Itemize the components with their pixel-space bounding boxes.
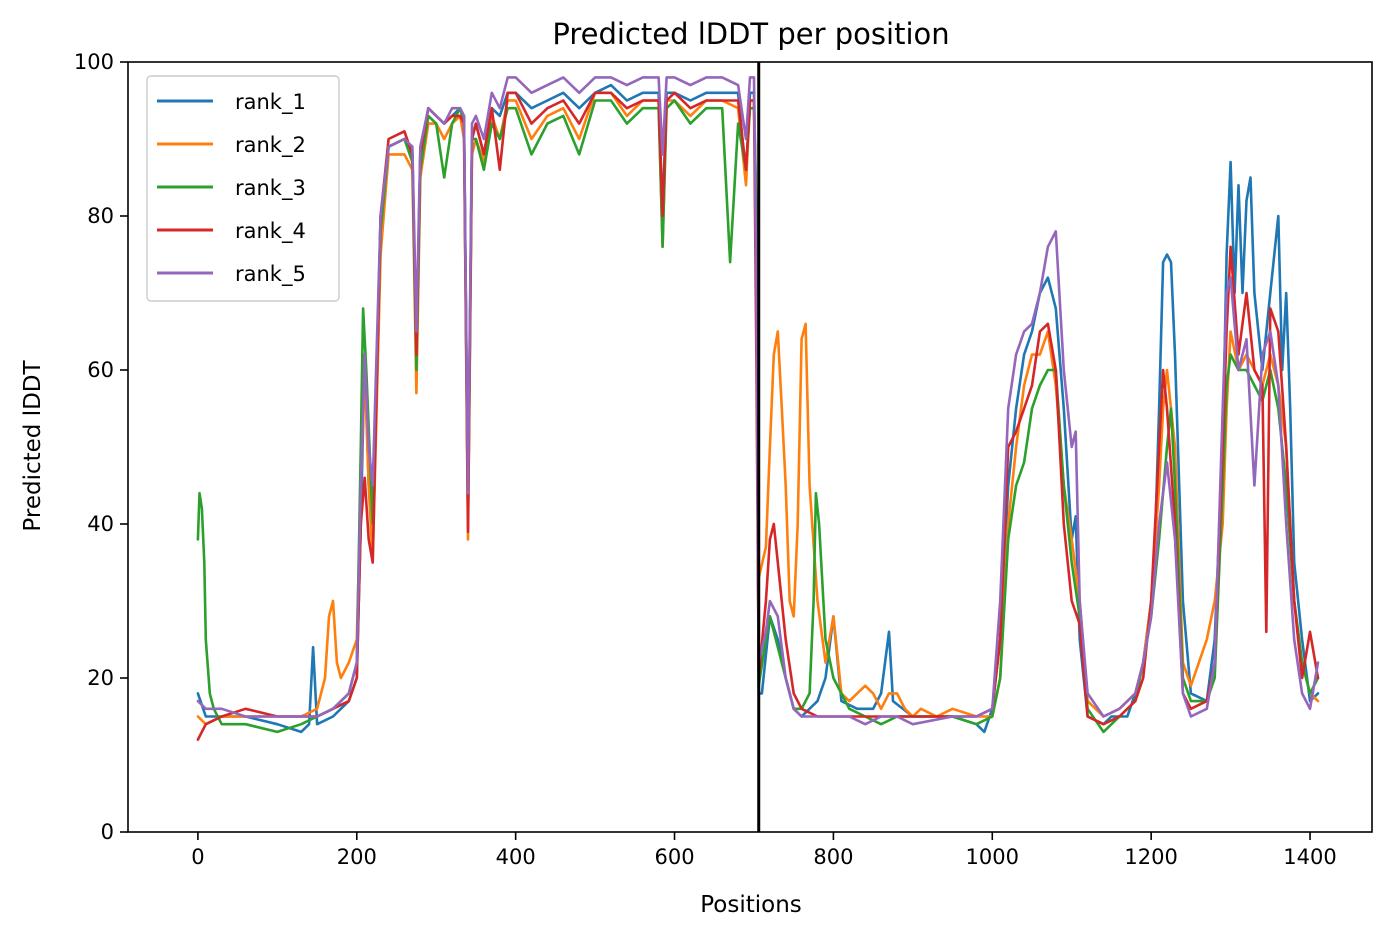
x-tick-label: 600 [654, 845, 694, 869]
series-line-rank-5 [196, 76, 1320, 726]
y-tick-label: 80 [87, 204, 114, 228]
x-tick-label: 1200 [1124, 845, 1177, 869]
x-tick-label: 800 [813, 845, 853, 869]
y-axis-label: Predicted lDDT [20, 359, 46, 531]
x-tick-label: 1400 [1283, 845, 1336, 869]
y-tick-label: 40 [87, 512, 114, 536]
axes-frame [127, 61, 1373, 833]
legend-label-rank-1: rank_1 [235, 90, 306, 115]
legend-box [146, 75, 340, 302]
y-tick-label: 20 [87, 666, 114, 690]
x-tick-label: 400 [496, 845, 536, 869]
y-tick-label: 60 [87, 358, 114, 382]
legend-label-rank-4: rank_4 [235, 219, 306, 244]
y-tick-label: 0 [101, 820, 114, 844]
y-tick-label: 100 [74, 50, 114, 74]
x-axis-label: Positions [700, 892, 802, 918]
legend-label-rank-3: rank_3 [235, 176, 306, 201]
legend-label-rank-5: rank_5 [235, 262, 306, 287]
axis-ticks: 0 200 400 600 800 1000 1200 1400 0 20 40 60 80 100 [74, 50, 1337, 869]
legend-label-rank-2: rank_2 [235, 133, 306, 158]
legend: rank_1 rank_2 rank_3 rank_4 rank_5 [146, 75, 340, 302]
x-tick-label: 1000 [966, 845, 1019, 869]
x-tick-label: 200 [337, 845, 377, 869]
chart-title: Predicted lDDT per position [552, 17, 949, 51]
x-tick-label: 0 [191, 845, 204, 869]
